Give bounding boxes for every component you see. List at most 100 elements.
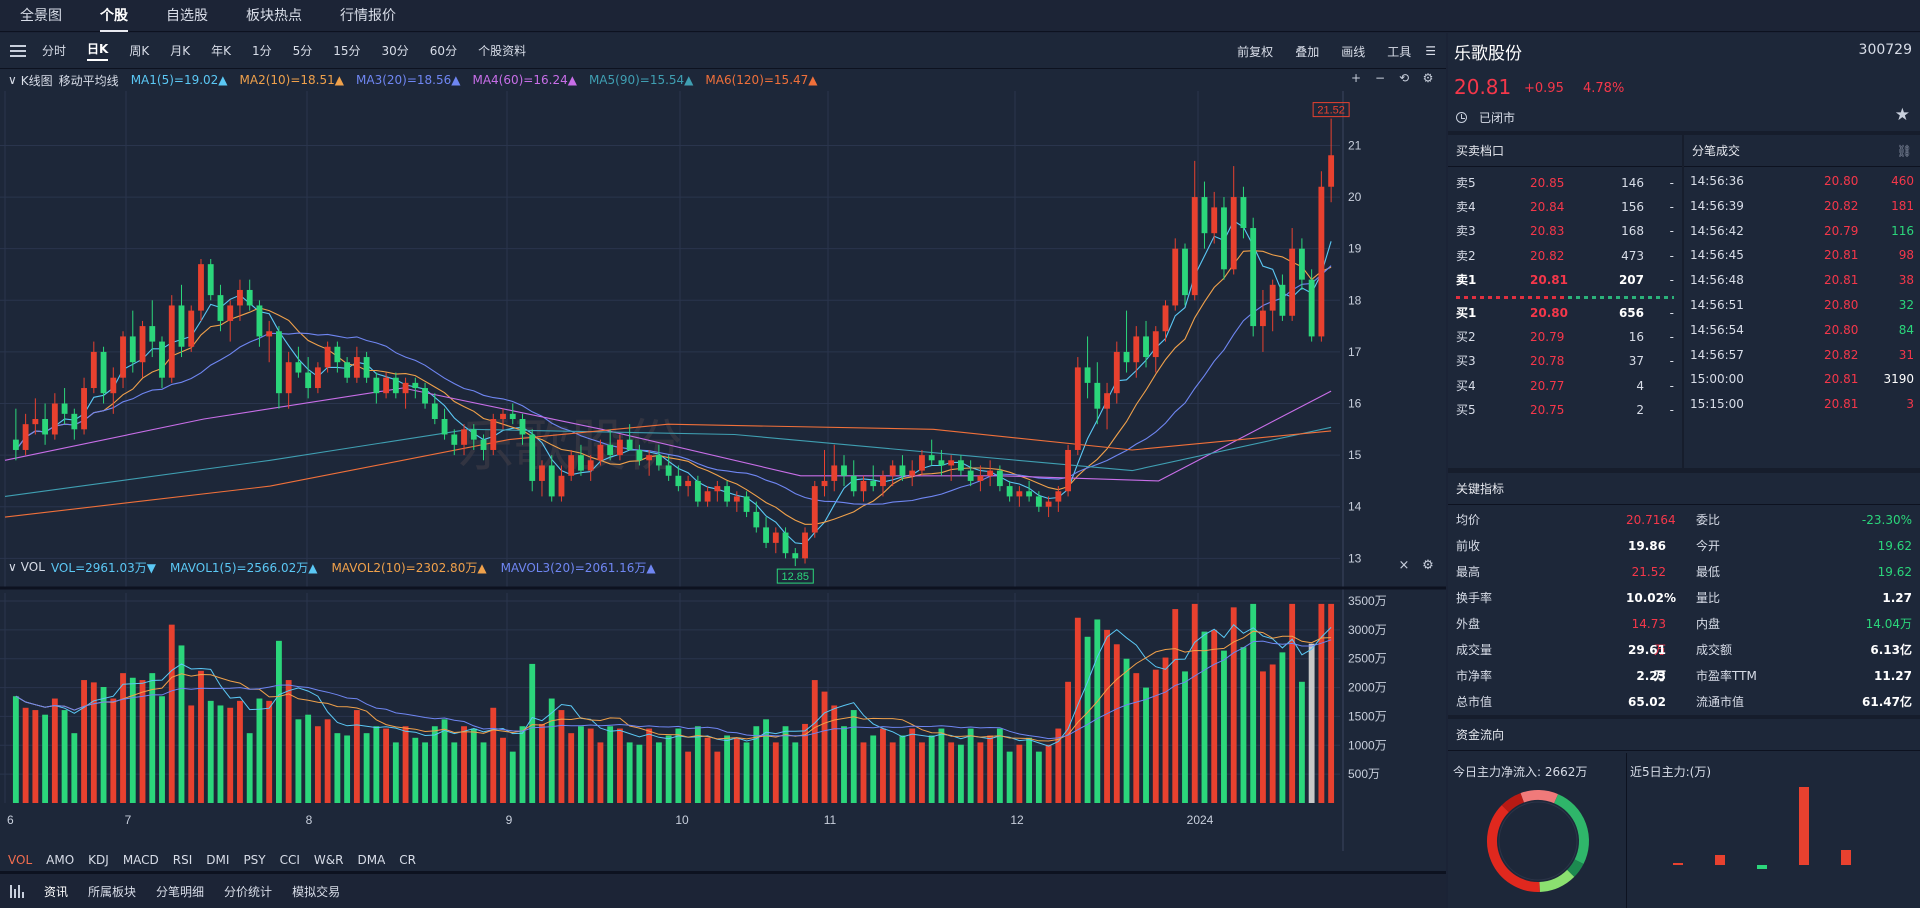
ob-volume: 656 [1618,305,1644,320]
chevron-down-icon[interactable]: ∨ [8,73,17,87]
orderbook-title: 买卖档口 [1448,135,1682,167]
indicator-kdj[interactable]: KDJ [88,853,109,867]
candle-body [392,377,399,394]
tab-news[interactable]: 资讯 [44,884,69,899]
candle-body [850,475,857,492]
volume-bar [500,737,506,803]
vol-label[interactable]: VOL [20,560,45,574]
draw-line-button[interactable]: 画线 [1341,44,1366,59]
settings-icon[interactable]: ⚙ [1422,558,1434,573]
ob-price: 20.82 [1530,248,1565,263]
star-icon[interactable]: ★ [1894,105,1910,125]
tab-sectors[interactable]: 所属板块 [88,884,137,899]
vol-controls: × ⚙ [1392,558,1440,573]
stock-profile-link[interactable]: 个股资料 [478,44,527,58]
orderbook-row: 卖4 20.84 156 - [1448,195,1682,219]
volume-bar [1172,609,1179,803]
indicator-psy[interactable]: PSY [243,853,266,867]
stock-name: 乐歌股份 [1454,44,1522,64]
kline-chart[interactable]: 131415161718192021乐歌股份21.5212.85500万1000… [0,91,1446,851]
period-weekly[interactable]: 周K [129,44,150,58]
indicator-vol[interactable]: VOL [8,853,33,867]
nav-quotes[interactable]: 行情报价 [340,7,396,24]
ob-label: 卖2 [1456,248,1476,263]
nav-sector-hotspot[interactable]: 板块热点 [246,7,302,24]
tools-button[interactable]: 工具 [1387,44,1412,59]
adjust-forward-button[interactable]: 前复权 [1237,44,1274,59]
period-60min[interactable]: 60分 [429,44,458,58]
candle-body [285,362,292,394]
chevron-down-icon[interactable]: ∨ [8,560,17,574]
period-yearly[interactable]: 年K [211,44,231,58]
candle-body [665,465,672,476]
candle-body [782,532,789,554]
indicator-value: 2.23 [1636,669,1666,683]
settings-icon[interactable]: ⚙ [1422,71,1434,85]
indicator-rsi[interactable]: RSI [172,853,193,867]
candle-body [383,377,390,394]
zoom-out-button[interactable]: − [1374,71,1386,85]
close-icon[interactable]: × [1398,558,1410,573]
indicator-macd[interactable]: MACD [122,853,159,867]
trade-row: 14:56:48 20.81 38 [1684,268,1920,293]
trade-row: 14:56:36 20.80 460 [1684,169,1920,194]
ob-volume: 146 [1621,176,1644,190]
indicator-row: 换手率 10.02% 量比 1.27 [1448,585,1920,611]
price-tick-label: 21 [1348,138,1362,152]
period-1min[interactable]: 1分 [251,44,272,58]
nav-overview[interactable]: 全景图 [20,7,62,24]
link-icon[interactable]: ⛓ [1896,144,1912,158]
bar-chart-icon[interactable] [10,884,24,898]
period-15min[interactable]: 15分 [333,44,361,58]
period-intraday[interactable]: 分时 [42,44,67,58]
volume-bar [1182,671,1188,803]
volume-bar [626,742,633,803]
ma-indicator-label[interactable]: 移动平均线 [58,73,119,88]
indicator-value: -23.30% [1861,513,1912,527]
candle-body [1084,367,1091,383]
price-change: +0.95 [1524,81,1564,96]
candle-body [32,419,39,425]
candle-body [402,382,409,394]
period-30min[interactable]: 30分 [381,44,409,58]
tab-price-stats[interactable]: 分价统计 [224,884,273,899]
indicator-dmi[interactable]: DMI [206,853,230,867]
period-monthly[interactable]: 月K [170,44,191,58]
nav-stock[interactable]: 个股 [100,0,128,32]
indicator-wr[interactable]: W&R [313,853,344,867]
indicator-dma[interactable]: DMA [357,853,386,867]
menu-icon[interactable] [10,44,26,57]
volume-bar [1279,652,1286,803]
volume-bar [1191,603,1198,803]
ob-volume: 207 [1618,272,1644,287]
trade-row: 14:56:45 20.81 98 [1684,243,1920,268]
trades-body: 14:56:36 20.80 460 14:56:39 20.82 181 14:56:42… [1684,167,1920,417]
indicator-cci[interactable]: CCI [279,853,300,867]
candle-body [256,305,263,337]
volume-bar [704,737,711,803]
volume-tick-label: 3500万 [1348,594,1387,608]
overlay-button[interactable]: 叠加 [1295,44,1320,59]
candle-body [353,357,360,378]
reset-icon[interactable]: ⟲ [1398,71,1410,85]
candle-body [957,460,964,471]
volume-bar [207,700,214,803]
list-menu-icon[interactable]: ☰ [1425,44,1436,58]
indicator-amo[interactable]: AMO [46,853,75,867]
candle-body [1045,501,1052,507]
trade-time: 14:56:36 [1690,174,1744,188]
volume-tick-label: 1500万 [1348,709,1387,723]
candle-body [841,465,847,476]
volume-bar [305,714,312,803]
kline-label[interactable]: K线图 [20,73,53,88]
indicator-cr[interactable]: CR [399,853,417,867]
period-daily[interactable]: 日K [87,40,109,61]
tab-tick-detail[interactable]: 分笔明细 [156,884,205,899]
period-5min[interactable]: 5分 [292,44,313,58]
indicator-tabs: VOL AMO KDJ MACD RSI DMI PSY CCI W&R DMA… [8,850,430,870]
candle-body [578,455,584,471]
tab-simulated-trading[interactable]: 模拟交易 [292,884,341,899]
nav-watchlist[interactable]: 自选股 [166,7,208,24]
mavol-line-3 [15,639,1332,740]
zoom-in-button[interactable]: + [1350,71,1362,85]
